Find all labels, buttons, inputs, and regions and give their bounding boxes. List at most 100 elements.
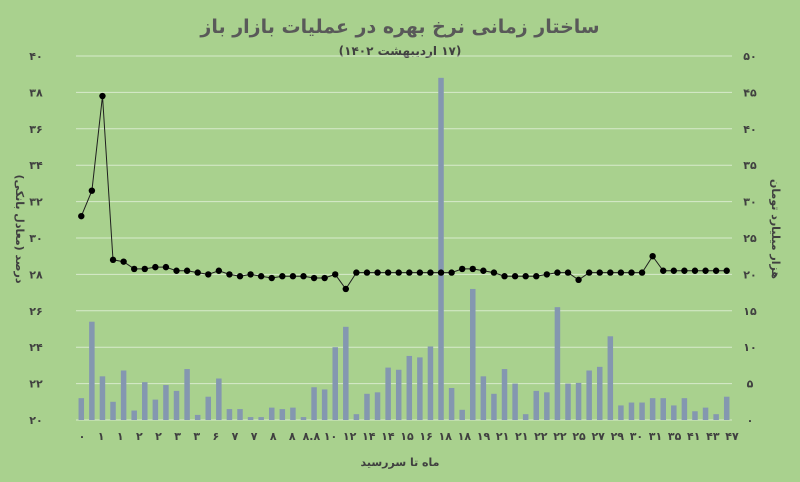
x-tick-label: ۱۵ — [400, 430, 414, 443]
bar — [438, 77, 444, 420]
x-tick-label: ۰ — [79, 430, 86, 443]
line-point — [353, 269, 360, 276]
left-tick-label: ۳۴ — [29, 159, 43, 172]
x-tick-label: ۱۰ — [324, 430, 337, 443]
x-tick-label: ۴۷ — [725, 430, 739, 443]
line-point — [78, 212, 85, 220]
line-point — [332, 271, 339, 278]
line-point — [469, 265, 476, 273]
line-point — [490, 269, 498, 276]
bar — [565, 383, 571, 420]
line-point — [533, 273, 540, 280]
bar — [649, 398, 656, 420]
line-point — [152, 263, 159, 271]
x-tick-label: ۲ — [155, 430, 162, 443]
bar — [491, 393, 497, 420]
line-point — [236, 273, 244, 280]
bar — [681, 398, 688, 420]
line-point — [289, 273, 297, 280]
line-point — [564, 269, 572, 276]
line-point — [226, 271, 233, 278]
x-tick-label: ۲۱ — [515, 430, 528, 443]
x-tick-label: ۱ — [98, 430, 105, 443]
right-axis-ticks: ۰ ۵ ۱۰ ۱۵ ۲۰ ۲۵ ۳۰ ۳۵ ۴۰ ۴۵ ۵۰ — [743, 50, 757, 427]
bar — [353, 414, 360, 420]
line-point — [310, 274, 318, 282]
bar — [173, 390, 180, 420]
right-tick-label: ۱۰ — [743, 341, 756, 354]
line-point — [585, 269, 593, 276]
x-tick-label: ۱۶ — [419, 430, 432, 443]
line-point — [384, 269, 392, 276]
bar — [692, 411, 698, 420]
bar — [395, 369, 402, 420]
x-tick-label: ۲۷ — [591, 430, 605, 443]
bar — [385, 367, 391, 420]
right-tick-label: ۱۵ — [743, 305, 757, 318]
line-point — [543, 271, 551, 278]
right-tick-label: ۵ — [747, 378, 754, 391]
line-point — [723, 267, 730, 274]
line-point — [300, 273, 307, 280]
left-tick-label: ۲۸ — [29, 268, 43, 281]
x-tick-label: ۳۵ — [668, 430, 682, 443]
bar — [268, 407, 275, 420]
line-point — [321, 274, 328, 282]
line-point — [437, 269, 445, 276]
line-point — [712, 267, 720, 274]
line-point — [194, 269, 201, 276]
bar — [575, 382, 582, 420]
left-tick-label: ۲۰ — [29, 414, 42, 427]
line-point — [522, 273, 529, 280]
left-axis-title: درصد (معادل بانکی) — [13, 175, 26, 284]
line-point — [448, 269, 455, 276]
left-tick-label: ۴۰ — [29, 50, 42, 63]
bar — [374, 392, 381, 420]
line-point — [660, 267, 667, 274]
bar — [205, 396, 212, 420]
line-point — [173, 267, 180, 274]
bar — [290, 407, 296, 420]
bar — [702, 407, 709, 420]
line-point — [257, 273, 265, 280]
x-tick-label: ۱۹ — [477, 430, 491, 443]
line-point — [458, 265, 466, 273]
x-tick-label: ۱۸ — [458, 430, 472, 443]
right-tick-label: ۴۰ — [743, 123, 756, 136]
x-tick-label: ۱۲ — [343, 430, 357, 443]
bar — [131, 410, 137, 420]
x-tick-label: ۲۲ — [553, 430, 567, 443]
bar — [628, 402, 635, 420]
right-tick-label: ۴۵ — [743, 86, 757, 99]
bar — [618, 405, 624, 420]
line-point — [183, 267, 191, 274]
left-tick-label: ۳۸ — [29, 86, 43, 99]
bar — [78, 398, 85, 420]
right-tick-label: ۳۰ — [743, 196, 756, 209]
line-point — [670, 267, 678, 274]
bar — [110, 401, 116, 420]
left-tick-label: ۲۲ — [29, 378, 43, 391]
line-point — [575, 276, 582, 284]
x-tick-label: ۳ — [174, 430, 181, 443]
x-tick-label: ۲۵ — [572, 430, 586, 443]
x-tick-label: ۸ — [270, 430, 277, 443]
x-tick-label: ۳ — [193, 430, 200, 443]
line-point — [247, 271, 254, 278]
bar — [226, 409, 233, 420]
bar — [522, 414, 529, 420]
line-point — [99, 92, 106, 100]
bar — [713, 414, 719, 420]
bar — [406, 355, 413, 420]
chart-subtitle: (۱۷ اردیبهشت ۱۴۰۲) — [339, 44, 462, 58]
bar — [586, 370, 592, 420]
line-point — [691, 267, 699, 274]
line-point — [109, 256, 117, 264]
x-tick-label: ۳۱ — [649, 430, 662, 443]
chart-title: ساختار زمانی نرخ بهره در عملیات بازار با… — [199, 16, 599, 38]
bar — [723, 396, 730, 420]
x-tick-label: ۲۲ — [534, 430, 548, 443]
line-point — [501, 273, 508, 280]
x-tick-label: ۱۴ — [362, 430, 376, 443]
x-tick-label: ۸.۸ — [303, 430, 321, 443]
